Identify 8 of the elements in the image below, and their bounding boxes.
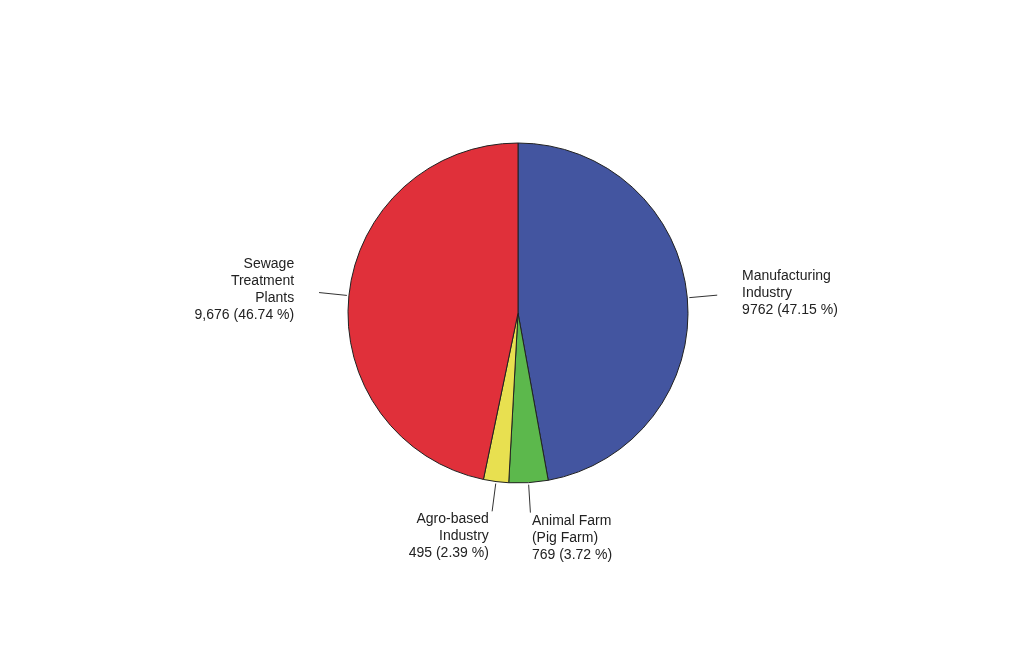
data-label: 9,676 (46.74 %) xyxy=(194,306,295,323)
data-label: 769 (3.72 %) xyxy=(531,545,613,562)
data-label: 9762 (47.15 %) xyxy=(742,300,838,317)
slice-label: Agro-based Industry xyxy=(416,509,489,543)
slice-label: Manufacturing Industry xyxy=(742,266,831,300)
slice-label: Animal Farm (Pig Farm) xyxy=(531,511,612,545)
slice-label: Sewage Treatment Plants xyxy=(230,255,295,306)
data-label: 495 (2.39 %) xyxy=(408,543,489,560)
